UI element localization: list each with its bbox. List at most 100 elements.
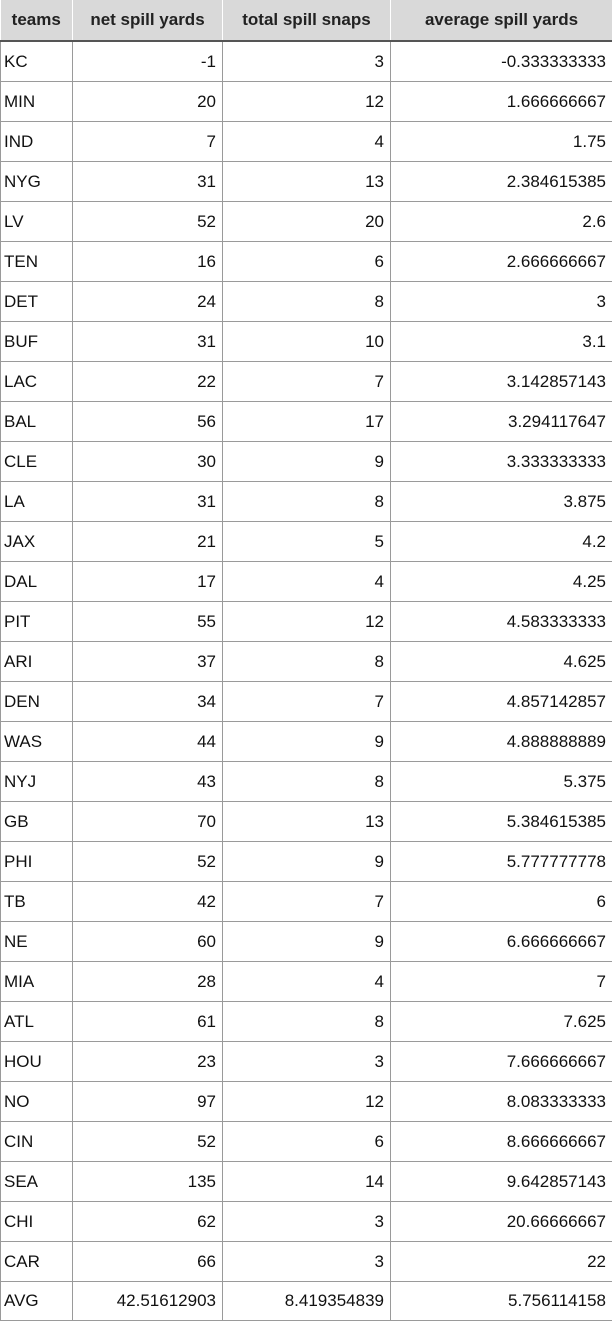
- team-cell[interactable]: NYG: [0, 161, 73, 202]
- average-spill-yards-cell[interactable]: 2.666666667: [390, 241, 612, 282]
- average-spill-yards-cell[interactable]: -0.333333333: [390, 40, 612, 82]
- team-cell[interactable]: HOU: [0, 1041, 73, 1082]
- total-spill-snaps-cell[interactable]: 7: [222, 681, 391, 722]
- average-spill-yards-cell[interactable]: 8.666666667: [390, 1121, 612, 1162]
- total-spill-snaps-cell[interactable]: 17: [222, 401, 391, 442]
- net-spill-yards-cell[interactable]: 61: [72, 1001, 223, 1042]
- team-cell[interactable]: BUF: [0, 321, 73, 362]
- net-spill-yards-cell[interactable]: 30: [72, 441, 223, 482]
- net-spill-yards-cell[interactable]: 28: [72, 961, 223, 1002]
- total-spill-snaps-cell[interactable]: 3: [222, 1201, 391, 1242]
- team-cell[interactable]: TB: [0, 881, 73, 922]
- average-spill-yards-cell[interactable]: 2.6: [390, 201, 612, 242]
- team-cell[interactable]: GB: [0, 801, 73, 842]
- average-spill-yards-cell[interactable]: 3.875: [390, 481, 612, 522]
- header-teams[interactable]: teams: [0, 0, 73, 42]
- header-net-spill-yards[interactable]: net spill yards: [72, 0, 223, 42]
- net-spill-yards-cell[interactable]: 37: [72, 641, 223, 682]
- total-spill-snaps-cell[interactable]: 12: [222, 81, 391, 122]
- total-spill-snaps-cell[interactable]: 4: [222, 961, 391, 1002]
- average-spill-yards-cell[interactable]: 4.2: [390, 521, 612, 562]
- team-cell[interactable]: ATL: [0, 1001, 73, 1042]
- net-spill-yards-cell[interactable]: 97: [72, 1081, 223, 1122]
- net-spill-yards-cell[interactable]: 70: [72, 801, 223, 842]
- average-spill-yards-cell[interactable]: 3.1: [390, 321, 612, 362]
- total-spill-snaps-cell[interactable]: 12: [222, 1081, 391, 1122]
- total-spill-snaps-cell[interactable]: 8: [222, 481, 391, 522]
- total-spill-snaps-cell[interactable]: 4: [222, 121, 391, 162]
- net-spill-yards-cell[interactable]: 43: [72, 761, 223, 802]
- net-spill-yards-cell[interactable]: 52: [72, 841, 223, 882]
- team-cell[interactable]: LA: [0, 481, 73, 522]
- total-spill-snaps-cell[interactable]: 3: [222, 40, 391, 82]
- total-spill-snaps-cell[interactable]: 8: [222, 761, 391, 802]
- average-spill-yards-cell[interactable]: 7.625: [390, 1001, 612, 1042]
- average-spill-yards-cell[interactable]: 4.583333333: [390, 601, 612, 642]
- team-cell[interactable]: TEN: [0, 241, 73, 282]
- team-cell[interactable]: NYJ: [0, 761, 73, 802]
- team-cell[interactable]: PHI: [0, 841, 73, 882]
- total-spill-snaps-cell[interactable]: 8: [222, 281, 391, 322]
- net-spill-yards-cell[interactable]: 7: [72, 121, 223, 162]
- average-spill-yards-cell[interactable]: 5.777777778: [390, 841, 612, 882]
- net-spill-yards-cell[interactable]: 22: [72, 361, 223, 402]
- team-cell[interactable]: LV: [0, 201, 73, 242]
- average-spill-yards-cell[interactable]: 8.083333333: [390, 1081, 612, 1122]
- average-spill-yards-cell[interactable]: 2.384615385: [390, 161, 612, 202]
- average-spill-yards-cell[interactable]: 1.75: [390, 121, 612, 162]
- team-cell[interactable]: NO: [0, 1081, 73, 1122]
- average-spill-yards-cell[interactable]: 6.666666667: [390, 921, 612, 962]
- average-spill-yards-cell[interactable]: 3.294117647: [390, 401, 612, 442]
- net-spill-yards-cell[interactable]: -1: [72, 40, 223, 82]
- header-average-spill-yards[interactable]: average spill yards: [390, 0, 612, 42]
- net-spill-yards-cell[interactable]: 56: [72, 401, 223, 442]
- total-spill-snaps-cell[interactable]: 8.419354839: [222, 1281, 391, 1321]
- team-cell[interactable]: KC: [0, 40, 73, 82]
- net-spill-yards-cell[interactable]: 62: [72, 1201, 223, 1242]
- team-cell[interactable]: BAL: [0, 401, 73, 442]
- net-spill-yards-cell[interactable]: 60: [72, 921, 223, 962]
- net-spill-yards-cell[interactable]: 21: [72, 521, 223, 562]
- total-spill-snaps-cell[interactable]: 9: [222, 841, 391, 882]
- team-cell[interactable]: IND: [0, 121, 73, 162]
- total-spill-snaps-cell[interactable]: 13: [222, 801, 391, 842]
- average-spill-yards-cell[interactable]: 4.25: [390, 561, 612, 602]
- average-spill-yards-cell[interactable]: 6: [390, 881, 612, 922]
- team-cell[interactable]: CAR: [0, 1241, 73, 1282]
- team-cell[interactable]: SEA: [0, 1161, 73, 1202]
- team-cell[interactable]: DET: [0, 281, 73, 322]
- net-spill-yards-cell[interactable]: 42: [72, 881, 223, 922]
- total-spill-snaps-cell[interactable]: 7: [222, 361, 391, 402]
- average-spill-yards-cell[interactable]: 20.66666667: [390, 1201, 612, 1242]
- total-spill-snaps-cell[interactable]: 7: [222, 881, 391, 922]
- average-spill-yards-cell[interactable]: 9.642857143: [390, 1161, 612, 1202]
- total-spill-snaps-cell[interactable]: 5: [222, 521, 391, 562]
- net-spill-yards-cell[interactable]: 66: [72, 1241, 223, 1282]
- team-cell[interactable]: CHI: [0, 1201, 73, 1242]
- average-spill-yards-cell[interactable]: 3: [390, 281, 612, 322]
- total-spill-snaps-cell[interactable]: 20: [222, 201, 391, 242]
- net-spill-yards-cell[interactable]: 42.51612903: [72, 1281, 223, 1321]
- header-total-spill-snaps[interactable]: total spill snaps: [222, 0, 391, 42]
- net-spill-yards-cell[interactable]: 34: [72, 681, 223, 722]
- net-spill-yards-cell[interactable]: 52: [72, 201, 223, 242]
- total-spill-snaps-cell[interactable]: 4: [222, 561, 391, 602]
- average-spill-yards-cell[interactable]: 5.756114158: [390, 1281, 612, 1321]
- total-spill-snaps-cell[interactable]: 9: [222, 721, 391, 762]
- average-spill-yards-cell[interactable]: 4.857142857: [390, 681, 612, 722]
- total-spill-snaps-cell[interactable]: 3: [222, 1041, 391, 1082]
- net-spill-yards-cell[interactable]: 135: [72, 1161, 223, 1202]
- total-spill-snaps-cell[interactable]: 9: [222, 921, 391, 962]
- net-spill-yards-cell[interactable]: 44: [72, 721, 223, 762]
- team-cell[interactable]: JAX: [0, 521, 73, 562]
- total-spill-snaps-cell[interactable]: 6: [222, 1121, 391, 1162]
- total-spill-snaps-cell[interactable]: 9: [222, 441, 391, 482]
- average-spill-yards-cell[interactable]: 5.384615385: [390, 801, 612, 842]
- total-spill-snaps-cell[interactable]: 14: [222, 1161, 391, 1202]
- team-cell[interactable]: DAL: [0, 561, 73, 602]
- average-spill-yards-cell[interactable]: 1.666666667: [390, 81, 612, 122]
- team-cell[interactable]: CIN: [0, 1121, 73, 1162]
- team-cell[interactable]: ARI: [0, 641, 73, 682]
- average-spill-yards-cell[interactable]: 22: [390, 1241, 612, 1282]
- net-spill-yards-cell[interactable]: 31: [72, 481, 223, 522]
